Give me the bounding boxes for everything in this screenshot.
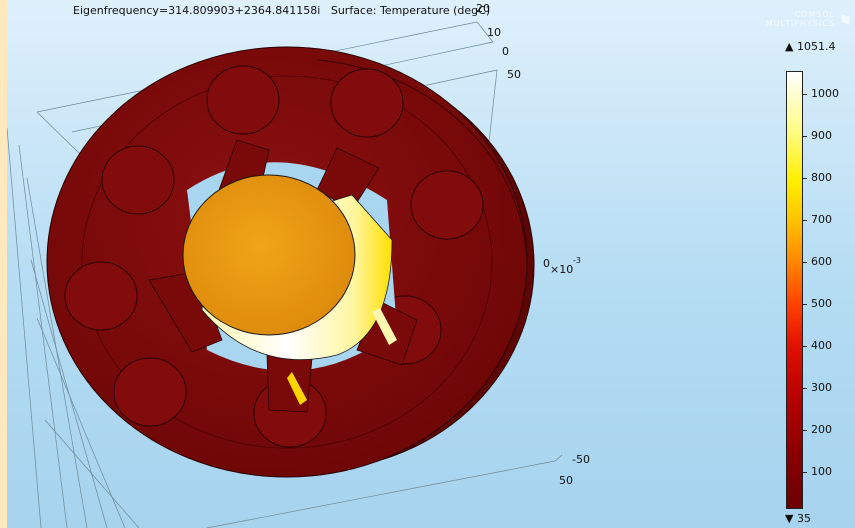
colorbar-tick (802, 430, 807, 431)
plot-title: Eigenfrequency=314.809903+2364.841158i S… (73, 4, 491, 17)
colorbar-tick (802, 346, 807, 347)
colorbar-tick (802, 94, 807, 95)
logo-line1: COMSOL (794, 10, 835, 19)
colorbar-tick-label: 700 (811, 213, 832, 226)
colorbar-tick (802, 472, 807, 473)
axis-tick-label: 20 (476, 2, 490, 15)
comsol-logo: COMSOL MULTIPHYSICS (754, 10, 850, 32)
colorbar-tick-label: 100 (811, 465, 832, 478)
colorbar-tick-label: 400 (811, 339, 832, 352)
colorbar-min-label: ▼ 35 (785, 512, 811, 525)
axis-scale-label: ×10 (550, 263, 574, 276)
colorbar-tick-label: 900 (811, 129, 832, 142)
axis-tick-label: 0 (502, 45, 509, 58)
colorbar-tick (802, 304, 807, 305)
colorbar-tick (802, 388, 807, 389)
axis-tick-label: 10 (487, 26, 501, 39)
colorbar-tick (802, 136, 807, 137)
colorbar (786, 71, 803, 509)
colorbar-tick-label: 1000 (811, 87, 839, 100)
colorbar-tick-label: 200 (811, 423, 832, 436)
colorbar-tick-label: 300 (811, 381, 832, 394)
colorbar-tick-label: 500 (811, 297, 832, 310)
colorbar-max-label: ▲ 1051.4 (785, 40, 836, 53)
inner-cylinder (182, 174, 397, 405)
colorbar-tick (802, 220, 807, 221)
colorbar-tick-label: 800 (811, 171, 832, 184)
graphics-viewport[interactable]: Eigenfrequency=314.809903+2364.841158i S… (7, 0, 855, 528)
logo-line2: MULTIPHYSICS (765, 19, 835, 28)
axis-tick-label: 50 (507, 68, 521, 81)
colorbar-tick (802, 262, 807, 263)
colorbar-tick-label: 600 (811, 255, 832, 268)
axis-tick-label: 50 (559, 474, 573, 487)
colorbar-tick (802, 178, 807, 179)
logo-mark-icon (841, 14, 850, 25)
axis-tick-label: 0 (543, 257, 550, 270)
3d-model-scene[interactable] (7, 0, 855, 528)
axis-tick-label: -50 (572, 453, 590, 466)
axis-scale-exponent: -3 (573, 256, 581, 265)
